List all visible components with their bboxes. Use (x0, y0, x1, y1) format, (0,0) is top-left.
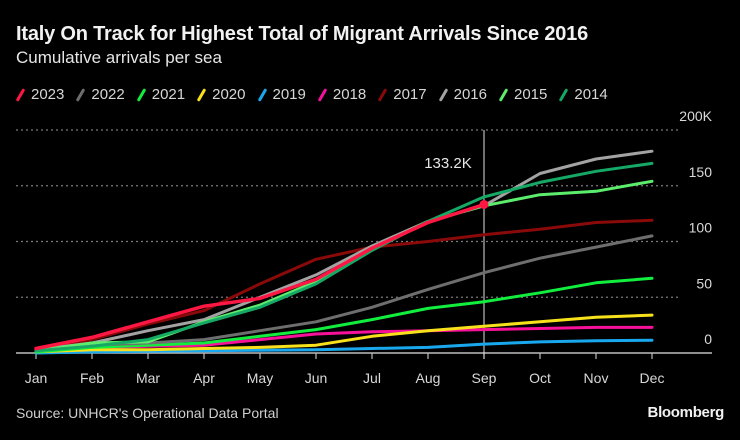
series-line-2020 (34, 313, 654, 354)
x-tick-label: Jun (305, 370, 328, 386)
x-tick-label: May (247, 370, 273, 386)
legend-label: 2015 (514, 86, 548, 103)
x-tick-label: Sep (472, 370, 497, 386)
legend-label: 2021 (151, 86, 186, 103)
legend-label: 2019 (272, 86, 306, 103)
series-line-2014 (34, 161, 654, 353)
x-tick-label: Nov (584, 370, 609, 386)
legend-item-2017: 2017 (377, 86, 427, 103)
legend-item-2019: 2019 (257, 86, 306, 103)
legend-label: 2017 (393, 86, 427, 103)
chart-subtitle: Cumulative arrivals per sea (16, 48, 222, 67)
x-tick-label: Jul (363, 370, 381, 386)
x-tick-label: Mar (136, 370, 160, 386)
legend-item-2016: 2016 (438, 86, 487, 103)
series-line-2019 (34, 338, 654, 355)
y-tick-label: 200K (679, 108, 712, 124)
legend-label: 2023 (31, 86, 65, 103)
legend-label: 2016 (453, 86, 487, 103)
legend-item-2023: 2023 (15, 86, 65, 103)
annotation-dot (479, 199, 489, 209)
x-tick-label: Feb (80, 370, 104, 386)
series-line-2023 (34, 202, 486, 351)
y-tick-label: 150 (689, 164, 713, 180)
x-tick-label: Aug (416, 370, 441, 386)
x-tick-label: Oct (529, 370, 551, 386)
x-tick-label: Dec (640, 370, 665, 386)
legend-item-2021: 2021 (136, 86, 186, 103)
chart-title: Italy On Track for Highest Total of Migr… (16, 23, 589, 45)
legend-label: 2014 (574, 86, 608, 103)
legend-label: 2020 (212, 86, 246, 103)
legend-item-2022: 2022 (76, 86, 125, 103)
y-tick-label: 0 (704, 331, 712, 347)
series-line-2021 (34, 276, 654, 354)
series-line-2017 (34, 218, 654, 352)
legend: 2023 2022 2021 2020 2019 2018 2017 2016 2015 2014 (15, 86, 608, 103)
legend-label: 2022 (91, 86, 125, 103)
series-line-2016 (34, 149, 654, 352)
legend-item-2018: 2018 (317, 86, 367, 103)
legend-item-2020: 2020 (196, 86, 246, 103)
y-tick-label: 100 (689, 220, 713, 236)
legend-item-2015: 2015 (498, 86, 548, 103)
source-note: Source: UNHCR's Operational Data Portal (16, 405, 279, 421)
legend-label: 2018 (332, 86, 367, 103)
legend-item-2014: 2014 (559, 86, 608, 103)
x-tick-label: Apr (193, 370, 215, 386)
x-tick-label: Jan (25, 370, 48, 386)
annotation-label: 133.2K (424, 155, 472, 172)
y-tick-label: 50 (696, 275, 712, 291)
bloomberg-logo: Bloomberg (647, 404, 725, 421)
